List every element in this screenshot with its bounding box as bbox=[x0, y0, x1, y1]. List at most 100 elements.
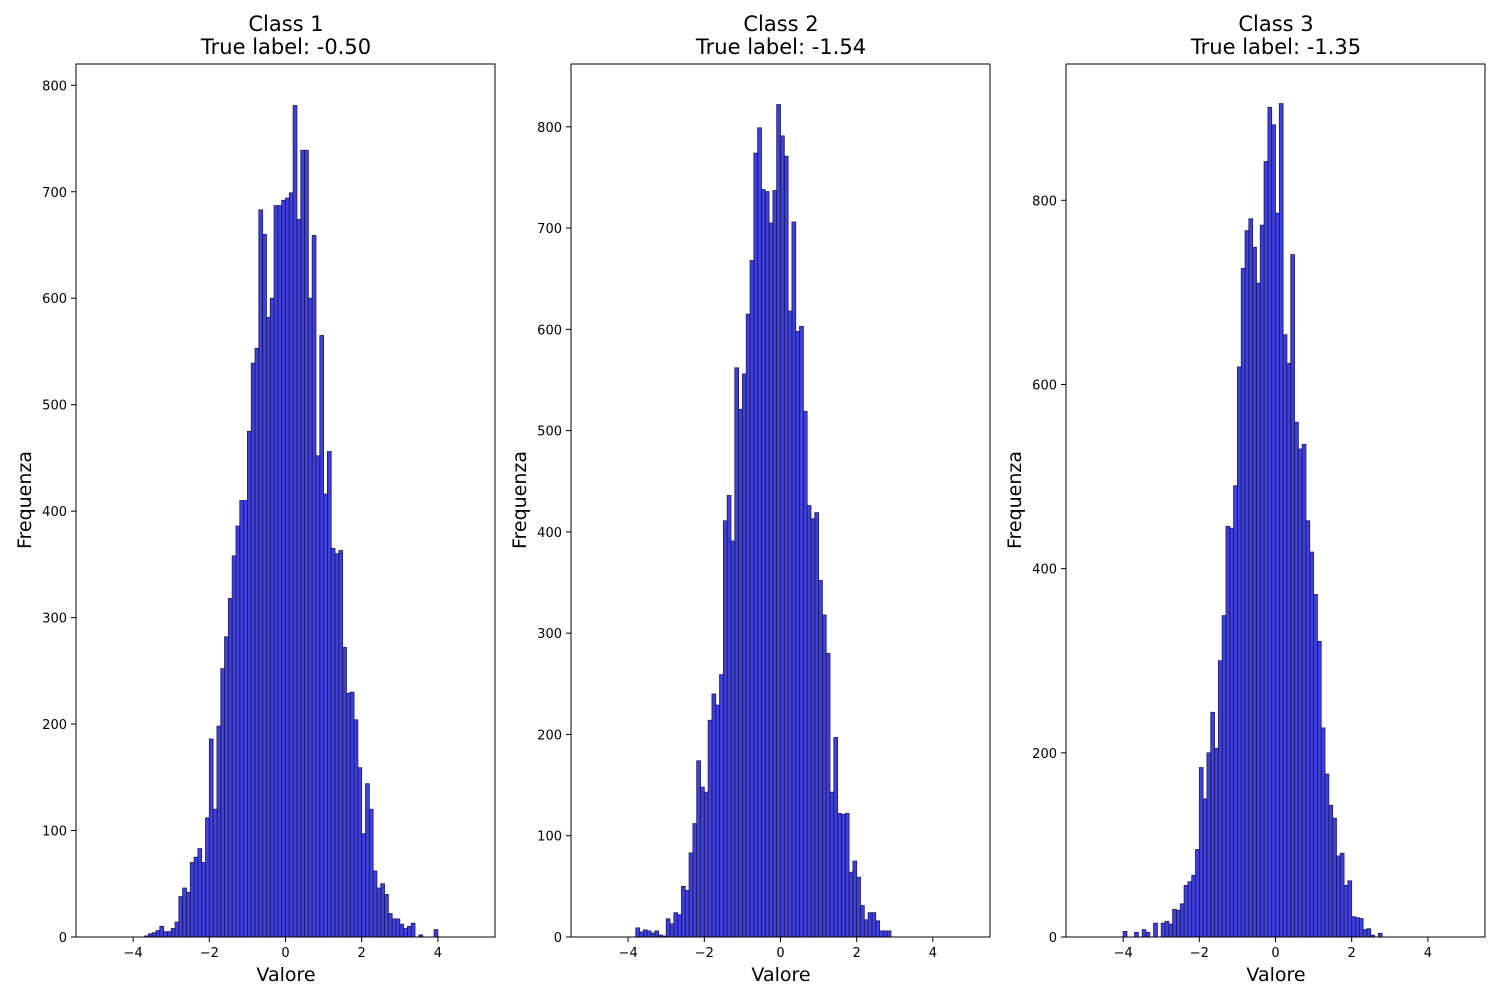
histogram-bar bbox=[399, 923, 404, 938]
histogram-bar bbox=[1313, 594, 1318, 938]
histogram-bar bbox=[818, 580, 823, 938]
histogram-bar bbox=[1336, 855, 1341, 938]
x-axis-label: Valore bbox=[256, 964, 315, 986]
x-tick-label: −4 bbox=[1114, 946, 1133, 961]
y-tick-label: 700 bbox=[42, 186, 67, 201]
y-tick-label: 700 bbox=[537, 222, 562, 237]
histogram-bar bbox=[1206, 752, 1212, 938]
histogram-bar bbox=[1332, 817, 1337, 938]
x-tick-label: 4 bbox=[929, 946, 937, 961]
histogram-bar bbox=[1256, 282, 1261, 938]
histogram-bar bbox=[346, 692, 351, 938]
histogram-bar bbox=[1286, 362, 1292, 938]
histogram-bar bbox=[182, 887, 187, 938]
histogram-bar bbox=[1195, 849, 1200, 938]
histogram-bar bbox=[220, 668, 225, 938]
histogram-bars bbox=[1122, 103, 1383, 938]
y-tick-label: 0 bbox=[59, 931, 67, 946]
histogram-bar bbox=[410, 922, 416, 938]
histogram-bar bbox=[163, 931, 168, 938]
histogram-bar bbox=[757, 127, 762, 938]
histogram-bar bbox=[1210, 711, 1215, 938]
histogram-bar bbox=[669, 923, 675, 938]
histogram-bar bbox=[642, 929, 648, 938]
histogram-bar bbox=[684, 890, 690, 938]
histogram-bar bbox=[212, 808, 218, 938]
x-tick-label: 2 bbox=[358, 946, 366, 961]
histogram-bar bbox=[277, 205, 283, 938]
histogram-bar bbox=[886, 930, 892, 938]
histogram-bar bbox=[391, 918, 397, 938]
histogram-bar bbox=[802, 410, 808, 938]
histogram-bar bbox=[1248, 218, 1254, 938]
histogram-bar bbox=[197, 848, 203, 938]
histogram-bar bbox=[300, 149, 305, 938]
y-tick-label: 600 bbox=[1032, 378, 1057, 393]
histogram-bar bbox=[227, 598, 233, 938]
histogram-bar bbox=[711, 693, 717, 938]
x-tick-label: 0 bbox=[281, 946, 289, 961]
histogram-bar bbox=[387, 913, 393, 938]
histogram-bar bbox=[799, 325, 804, 938]
y-tick-label: 600 bbox=[537, 323, 562, 338]
histogram-bar bbox=[749, 260, 755, 938]
histogram-bar bbox=[315, 455, 321, 938]
histogram-bar bbox=[1153, 922, 1158, 938]
histogram-bar bbox=[338, 550, 344, 938]
histogram-bar bbox=[825, 653, 831, 938]
y-tick-label: 600 bbox=[42, 292, 67, 307]
histogram-bar bbox=[875, 920, 880, 938]
histogram-bar bbox=[764, 191, 770, 938]
histogram-bar bbox=[406, 925, 412, 938]
histogram-bar bbox=[639, 931, 644, 938]
histogram-bar bbox=[703, 791, 709, 938]
histogram-bar bbox=[1168, 923, 1174, 938]
histogram-bar bbox=[1134, 932, 1139, 938]
y-axis-label: Frequenza bbox=[1004, 451, 1026, 549]
histogram-bars bbox=[144, 105, 439, 938]
histogram-bar bbox=[323, 493, 328, 938]
histogram-bar bbox=[772, 190, 778, 938]
y-tick-label: 500 bbox=[42, 399, 67, 414]
histogram-bar bbox=[178, 896, 184, 938]
histogram-bar bbox=[288, 192, 294, 938]
histogram-bar bbox=[376, 887, 382, 938]
panel-title-line-1: Class 3 bbox=[1238, 12, 1313, 36]
histogram-bar bbox=[1164, 920, 1170, 938]
histogram-bar bbox=[1176, 909, 1181, 938]
histogram-bar bbox=[1317, 641, 1322, 938]
panel-class-1: Class 1 True label: -0.50 Valore Frequen… bbox=[14, 12, 496, 986]
histogram-bar bbox=[311, 235, 317, 938]
histogram-bar bbox=[860, 905, 865, 938]
histogram-bar bbox=[1172, 908, 1177, 938]
histogram-bar bbox=[1225, 525, 1231, 938]
histogram-bar bbox=[319, 335, 324, 938]
histogram-bar bbox=[403, 928, 408, 938]
histogram-bar bbox=[201, 862, 206, 938]
histogram-bar bbox=[247, 430, 252, 938]
histogram-bar bbox=[787, 310, 793, 938]
histogram-bar bbox=[433, 929, 439, 938]
y-tick-label: 0 bbox=[1049, 931, 1057, 946]
histogram-bar bbox=[361, 833, 366, 938]
histogram-bar bbox=[231, 555, 237, 938]
histogram-bar bbox=[296, 219, 302, 938]
histogram-bar bbox=[738, 408, 743, 938]
histogram-bar bbox=[1233, 485, 1238, 938]
histogram-bar bbox=[654, 930, 660, 938]
histogram-bar bbox=[159, 925, 165, 938]
histogram-bar bbox=[688, 852, 694, 938]
histogram-bar bbox=[205, 817, 210, 938]
histogram-bar bbox=[1240, 268, 1246, 938]
histogram-bar bbox=[673, 912, 679, 938]
panel-class-2: Class 2 True label: -1.54 Valore Frequen… bbox=[509, 12, 991, 986]
histogram-bar bbox=[1179, 903, 1185, 938]
histogram-bar bbox=[353, 719, 359, 938]
panel-title-line-2: True label: -0.50 bbox=[200, 35, 371, 59]
histogram-bar bbox=[365, 783, 370, 938]
y-tick-label: 800 bbox=[42, 79, 67, 94]
histogram-bar bbox=[822, 614, 827, 938]
histogram-bar bbox=[1229, 527, 1235, 938]
histogram-bar bbox=[334, 553, 340, 938]
